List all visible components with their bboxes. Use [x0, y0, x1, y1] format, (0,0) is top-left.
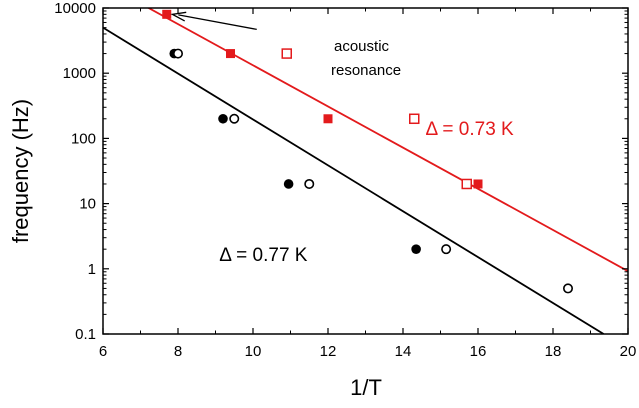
data-point-open-circle: [562, 283, 573, 294]
data-point-filled-square: [226, 49, 235, 59]
arrow-head: [170, 11, 187, 22]
annotation-acoustic: acoustic: [334, 38, 390, 55]
data-point-open-circle: [304, 178, 315, 189]
plot-frame: [102, 7, 629, 335]
data-point-open-circle: [229, 113, 240, 124]
data-point-open-circle: [173, 48, 184, 59]
y-tick-label: 1000: [63, 65, 96, 82]
y-tick-label: 10: [79, 196, 96, 213]
data-point-filled-circle: [218, 113, 228, 124]
data-point-filled-circle: [283, 179, 294, 189]
x-axis-title: 1/T: [350, 375, 382, 400]
x-tick-label: 6: [99, 343, 107, 360]
x-tick-label: 20: [620, 343, 637, 360]
data-point-open-square: [461, 178, 472, 190]
arrow-line: [178, 14, 257, 31]
x-tick-label: 16: [470, 343, 487, 360]
data-point-filled-circle: [411, 244, 421, 254]
x-tick-label: 8: [174, 343, 182, 360]
data-point-open-circle: [441, 244, 452, 255]
x-tick-label: 10: [245, 343, 262, 360]
fit-line-1: [146, 8, 628, 272]
data-point-filled-square: [473, 179, 483, 189]
y-tick-label: 10000: [54, 0, 96, 17]
x-tick-label: 14: [395, 343, 412, 360]
x-tick-label: 18: [545, 343, 562, 360]
y-tick-label: 1: [88, 261, 96, 278]
y-tick-label: 100: [71, 130, 96, 147]
black-fit-label: Δ = 0.77 K: [219, 245, 308, 266]
fit-line-2: [103, 26, 605, 334]
data-point-open-square: [409, 113, 420, 125]
annotation-resonance: resonance: [331, 62, 401, 79]
red-fit-label: Δ = 0.73 K: [426, 119, 515, 140]
y-tick-label: 0.1: [75, 326, 96, 343]
data-point-filled-square: [323, 114, 333, 124]
x-tick-label: 12: [320, 343, 337, 360]
data-point-filled-square: [162, 9, 172, 19]
y-axis-title: frequency (Hz): [8, 99, 33, 243]
data-point-open-square: [281, 48, 292, 59]
